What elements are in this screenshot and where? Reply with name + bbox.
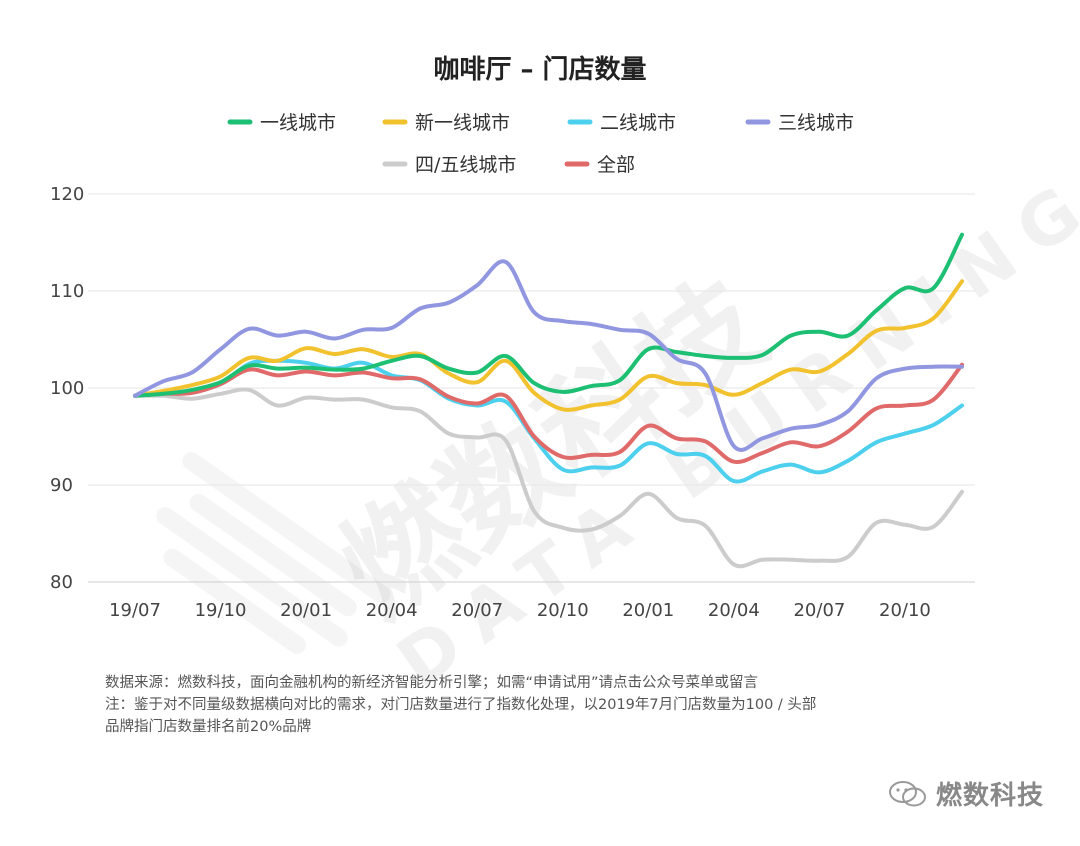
y-tick-label: 80 [50,572,73,593]
x-tick-label: 20/10 [537,600,589,621]
index-note-continued: 品牌指门店数量排名前20%品牌 [105,719,312,735]
source-note: 数据来源：燃数科技，面向金融机构的新经济智能分析引擎；如需“申请试用”请点击公众… [105,675,759,691]
series-line-2 [133,279,964,412]
series-line-6 [133,362,964,465]
brand: 燃数科技 [888,775,1044,812]
brand-label: 燃数科技 [935,781,1044,811]
x-tick-label: 19/07 [109,600,161,621]
watermark: 燃数科技 DATA BURNING [156,159,1080,704]
x-tick-label: 20/07 [793,600,845,621]
wechat-icon [888,780,926,806]
index-note: 注：鉴于对不同量级数据横向对比的需求，对门店数量进行了指数化处理，以2019年7… [105,697,817,713]
legend-label: 一线城市 [260,112,336,134]
x-tick-label: 20/10 [879,600,931,621]
y-tick-label: 90 [50,475,73,496]
legend-label: 新一线城市 [415,112,510,134]
y-axis: 80 90 100 110 120 [50,184,84,593]
x-tick-label: 20/01 [622,600,674,621]
x-tick-label: 20/07 [451,600,503,621]
legend-label: 二线城市 [600,112,676,134]
legend-label: 三线城市 [778,112,854,134]
series-line-1 [133,232,964,398]
y-tick-label: 100 [50,378,84,399]
x-axis: 19/07 19/10 20/01 20/04 20/07 20/10 20/01 20/04… [109,600,931,621]
chart-title: 咖啡厅 – 门店数量 [433,55,646,85]
x-tick-label: 20/01 [280,600,332,621]
legend-label: 四/五线城市 [415,154,516,176]
x-tick-label: 19/10 [195,600,247,621]
series-line-4 [133,259,964,452]
x-tick-label: 20/04 [366,600,418,621]
grid [88,193,975,583]
x-tick-label: 20/04 [708,600,760,621]
plot-lines [133,232,964,569]
y-tick-label: 110 [50,281,84,302]
y-tick-label: 120 [50,184,84,205]
series-line-5 [133,387,964,569]
notes: 数据来源：燃数科技，面向金融机构的新经济智能分析引擎；如需“申请试用”请点击公众… [105,672,925,738]
legend-label: 全部 [597,154,635,176]
